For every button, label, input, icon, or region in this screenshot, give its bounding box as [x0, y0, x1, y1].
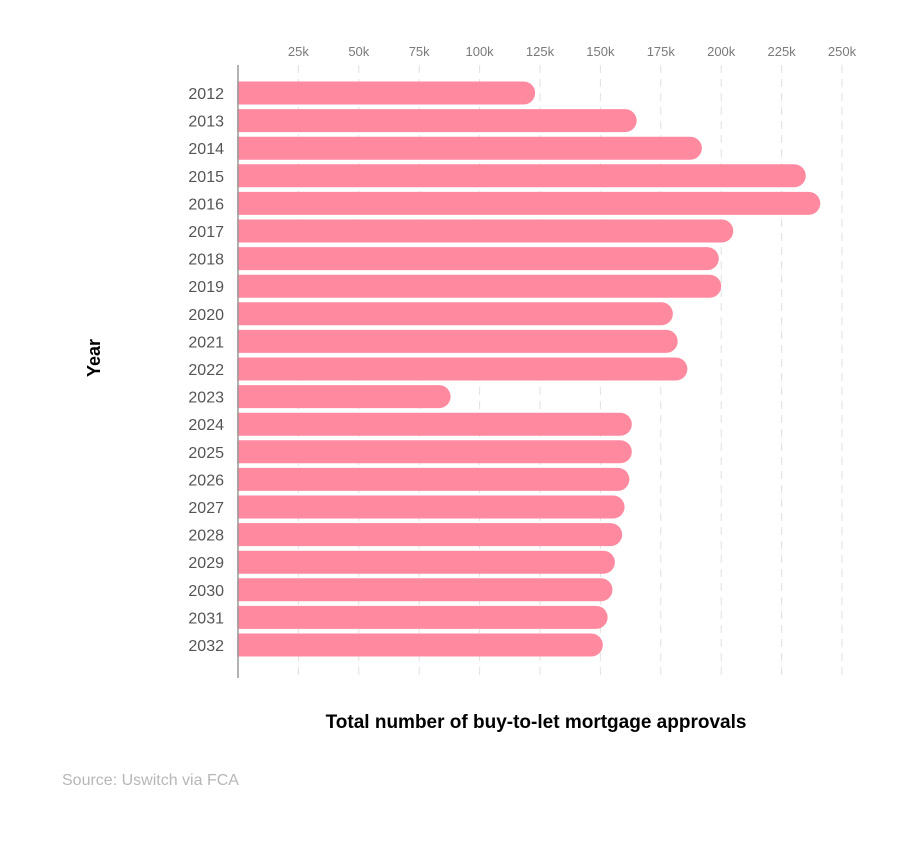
- category-label: 2031: [188, 610, 224, 627]
- x-tick-label: 250k: [828, 44, 857, 59]
- x-tick-label: 175k: [647, 44, 676, 59]
- x-tick-label: 125k: [526, 44, 555, 59]
- bar-2021: [226, 329, 678, 353]
- category-label: 2020: [188, 307, 224, 324]
- category-label: 2024: [188, 417, 224, 434]
- category-label: 2027: [188, 500, 224, 517]
- x-tick-label: 100k: [465, 44, 494, 59]
- bar-2025: [226, 440, 632, 464]
- bar-2020: [226, 302, 673, 326]
- category-label: 2030: [188, 583, 224, 600]
- x-axis-label: Total number of buy-to-let mortgage appr…: [326, 712, 747, 733]
- y-axis-label: Year: [84, 339, 104, 377]
- category-labels: 2012 2013 2014 2015 2016 2017 2018 2019 2020 2021…: [188, 86, 224, 655]
- bar-2014: [226, 136, 702, 160]
- category-label: 2029: [188, 555, 224, 572]
- x-tick-labels: 25k 50k 75k 100k 125k 150k 175k 200k 225k 250k: [288, 44, 857, 59]
- category-label: 2022: [188, 362, 224, 379]
- category-label: 2014: [188, 141, 224, 158]
- bar-2013: [226, 109, 637, 133]
- bar-2030: [226, 578, 613, 602]
- bar-2023: [226, 385, 451, 409]
- category-label: 2021: [188, 334, 224, 351]
- bar-2024: [226, 412, 632, 436]
- bars: [224, 65, 821, 678]
- x-tick-label: 225k: [767, 44, 796, 59]
- x-tick-label: 25k: [288, 44, 309, 59]
- category-label: 2012: [188, 86, 224, 103]
- category-label: 2019: [188, 279, 224, 296]
- category-label: 2028: [188, 528, 224, 545]
- bar-2022: [226, 357, 688, 381]
- bar-2019: [226, 274, 722, 298]
- source-note: Source: Uswitch via FCA: [62, 772, 239, 789]
- bar-2027: [226, 495, 625, 519]
- bar-2029: [226, 550, 615, 574]
- category-label: 2026: [188, 472, 224, 489]
- bar-2012: [226, 81, 536, 105]
- category-label: 2025: [188, 445, 224, 462]
- bar-2028: [226, 523, 623, 547]
- bar-2032: [226, 633, 603, 657]
- x-tick-label: 50k: [348, 44, 369, 59]
- category-label: 2015: [188, 169, 224, 186]
- x-tick-label: 75k: [409, 44, 430, 59]
- category-label: 2018: [188, 252, 224, 269]
- bar-2017: [226, 219, 734, 243]
- category-label: 2016: [188, 196, 224, 213]
- category-label: 2032: [188, 638, 224, 655]
- bar-2031: [226, 605, 608, 629]
- x-tick-label: 150k: [586, 44, 615, 59]
- bar-2026: [226, 467, 630, 491]
- bar-2018: [226, 247, 719, 271]
- category-label: 2017: [188, 224, 224, 241]
- category-label: 2013: [188, 114, 224, 131]
- category-label: 2023: [188, 390, 224, 407]
- bar-2015: [226, 164, 806, 188]
- axis-mask: [224, 65, 238, 678]
- bar-2016: [226, 191, 821, 215]
- x-tick-label: 200k: [707, 44, 736, 59]
